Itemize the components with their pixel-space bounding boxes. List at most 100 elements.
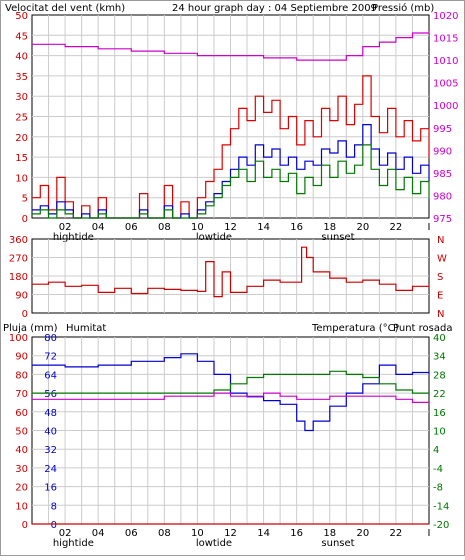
y-right-tick: 1010 <box>433 56 458 67</box>
wind-axes: 0510152025303540455097598098599099510001… <box>15 11 458 243</box>
y-right-tick: -8 <box>433 483 443 494</box>
y-left-tick: 20 <box>15 133 28 144</box>
y-inner-tick: 72 <box>44 352 57 363</box>
series-line-wind_green <box>32 144 430 219</box>
wind-title: Velocitat del vent (kmh) <box>5 3 125 14</box>
y-right-tick: 28 <box>433 370 446 381</box>
y-right-tick: 1020 <box>433 11 458 22</box>
x-tick: 16 <box>290 528 303 539</box>
y-inner-tick: 56 <box>44 389 57 400</box>
y-inner-tick: 80 <box>44 333 57 344</box>
y-right-tick: 985 <box>433 169 452 180</box>
x-tick: 04 <box>92 222 105 233</box>
x-tick: 08 <box>158 222 171 233</box>
y-left-tick: 10 <box>15 173 28 184</box>
y-left-tick: 0 <box>22 214 28 225</box>
y-inner-tick: 48 <box>44 408 57 419</box>
y-left-tick: 25 <box>15 113 28 124</box>
y-left-tick: 5 <box>22 194 28 205</box>
temperature-title: Temperatura (°C) <box>311 323 399 334</box>
y-left-tick: 0 <box>22 520 28 531</box>
wind-series <box>32 30 430 219</box>
y-left-tick: 40 <box>15 445 28 456</box>
y-inner-tick: 32 <box>44 445 57 456</box>
compass-label: E <box>437 291 443 302</box>
x-tick: 18 <box>323 528 336 539</box>
x-tick: 12 <box>224 222 237 233</box>
y-right-tick: 10 <box>433 427 446 438</box>
series-line-dewpoint <box>32 392 429 403</box>
x-tick: 08 <box>158 528 171 539</box>
y-left-tick: 20 <box>15 483 28 494</box>
humidity-title: Humitat <box>66 323 106 334</box>
y-inner-tick: 40 <box>44 427 57 438</box>
x-end-tick: I <box>428 222 431 233</box>
y-right-tick: 4 <box>433 445 439 456</box>
y-left-tick: 0 <box>22 309 28 320</box>
y-left-tick: 100 <box>9 333 28 344</box>
y-right-tick: -4 <box>433 464 443 475</box>
y-left-tick: 60 <box>15 408 28 419</box>
marker-label: sunset <box>321 538 354 549</box>
y-left-tick: 180 <box>9 272 28 283</box>
y-right-tick: 1015 <box>433 34 458 45</box>
y-right-tick: 990 <box>433 146 452 157</box>
y-inner-tick: 8 <box>51 501 57 512</box>
x-tick: 22 <box>390 528 403 539</box>
y-left-tick: 90 <box>15 291 28 302</box>
x-tick: 02 <box>59 528 72 539</box>
x-tick: 02 <box>59 222 72 233</box>
x-tick: 16 <box>290 222 303 233</box>
y-left-tick: 90 <box>15 352 28 363</box>
y-left-tick: 15 <box>15 153 28 164</box>
y-right-tick: 975 <box>433 214 452 225</box>
y-left-tick: 50 <box>15 427 28 438</box>
y-left-tick: 270 <box>9 254 28 265</box>
y-left-tick: 30 <box>15 92 28 103</box>
series-line-pressure <box>32 30 430 61</box>
humidity-axes: 0102030405060708090100081624324048566472… <box>9 333 449 549</box>
direction-series <box>32 246 430 298</box>
y-left-tick: 10 <box>15 501 28 512</box>
marker-label: hightide <box>53 232 94 243</box>
y-left-tick: 70 <box>15 389 28 400</box>
marker-label: sunset <box>321 232 354 243</box>
y-right-tick: 34 <box>433 352 446 363</box>
y-left-tick: 35 <box>15 72 28 83</box>
series-line-temperature <box>32 370 429 394</box>
x-tick: 04 <box>92 528 105 539</box>
y-inner-tick: 0 <box>51 520 57 531</box>
x-tick: 22 <box>390 222 403 233</box>
y-left-tick: 80 <box>15 370 28 381</box>
marker-label: lowtide <box>196 232 232 243</box>
direction-grid <box>32 239 429 313</box>
x-tick: 06 <box>125 222 138 233</box>
y-inner-tick: 24 <box>44 464 57 475</box>
y-right-tick: 16 <box>433 408 446 419</box>
y-inner-tick: 64 <box>44 370 57 381</box>
y-right-tick: -20 <box>433 520 449 531</box>
y-left-tick: 45 <box>15 31 28 42</box>
x-end-tick: I <box>428 528 431 539</box>
marker-label: lowtide <box>196 538 232 549</box>
y-left-tick: 40 <box>15 52 28 63</box>
y-left-tick: 30 <box>15 464 28 475</box>
compass-label: N <box>437 309 444 320</box>
x-tick: 20 <box>356 222 369 233</box>
x-tick: 20 <box>356 528 369 539</box>
y-right-tick: 1000 <box>433 101 458 112</box>
y-right-tick: 22 <box>433 389 446 400</box>
y-right-tick: -14 <box>433 501 449 512</box>
marker-label: hightide <box>53 538 94 549</box>
x-tick: 10 <box>191 528 204 539</box>
y-right-tick: 995 <box>433 124 452 135</box>
y-right-tick: 40 <box>433 333 446 344</box>
y-right-tick: 980 <box>433 191 452 202</box>
y-inner-tick: 16 <box>44 483 57 494</box>
compass-label: N <box>437 235 444 246</box>
x-tick: 14 <box>257 222 270 233</box>
compass-label: W <box>437 254 447 265</box>
